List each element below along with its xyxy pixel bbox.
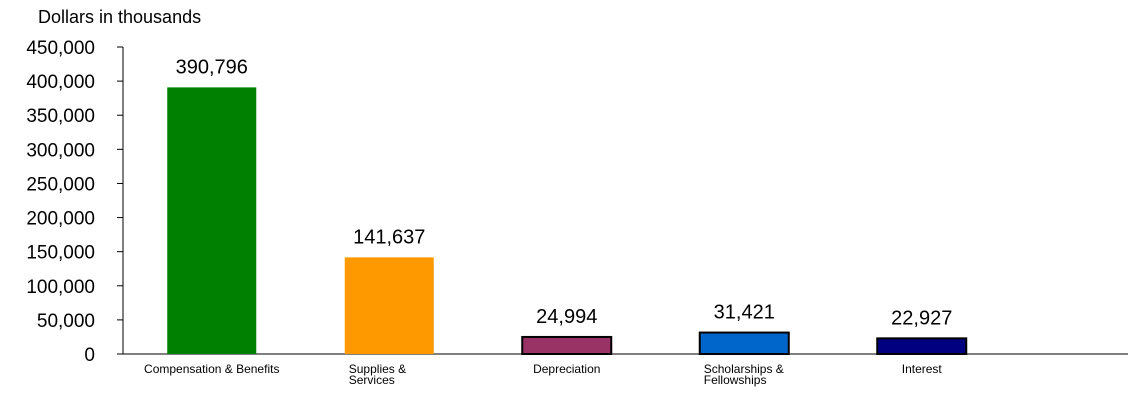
y-tick-label: 400,000 (26, 72, 95, 93)
y-tick-label: 450,000 (26, 38, 95, 59)
data-label: 22,927 (891, 307, 952, 329)
y-axis-label: Dollars in thousands (38, 7, 202, 27)
category-label: Interest (902, 362, 943, 376)
category-label: Depreciation (533, 362, 600, 376)
y-tick-label: 100,000 (26, 277, 95, 298)
y-tick-label: 250,000 (26, 174, 95, 195)
bar (876, 337, 968, 356)
y-tick-label: 350,000 (26, 106, 95, 127)
category-label: Compensation & Benefits (144, 362, 279, 376)
category-label: Fellowships (704, 373, 767, 387)
y-tick-label: 300,000 (26, 140, 95, 161)
y-tick-label: 0 (84, 345, 95, 366)
bar (167, 87, 257, 354)
data-label: 31,421 (714, 302, 775, 324)
bar (521, 335, 613, 356)
y-tick-label: 50,000 (37, 311, 95, 332)
y-tick-label: 150,000 (26, 243, 95, 264)
category-label: Scholarships & (704, 362, 784, 376)
category-label: Services (349, 373, 395, 387)
data-label: 141,637 (353, 226, 425, 248)
y-tick-label: 200,000 (26, 209, 95, 230)
category-label: Supplies & (349, 362, 406, 376)
bar (344, 257, 434, 354)
data-label: 24,994 (536, 306, 597, 328)
bar (698, 331, 790, 356)
data-label: 390,796 (176, 56, 248, 78)
